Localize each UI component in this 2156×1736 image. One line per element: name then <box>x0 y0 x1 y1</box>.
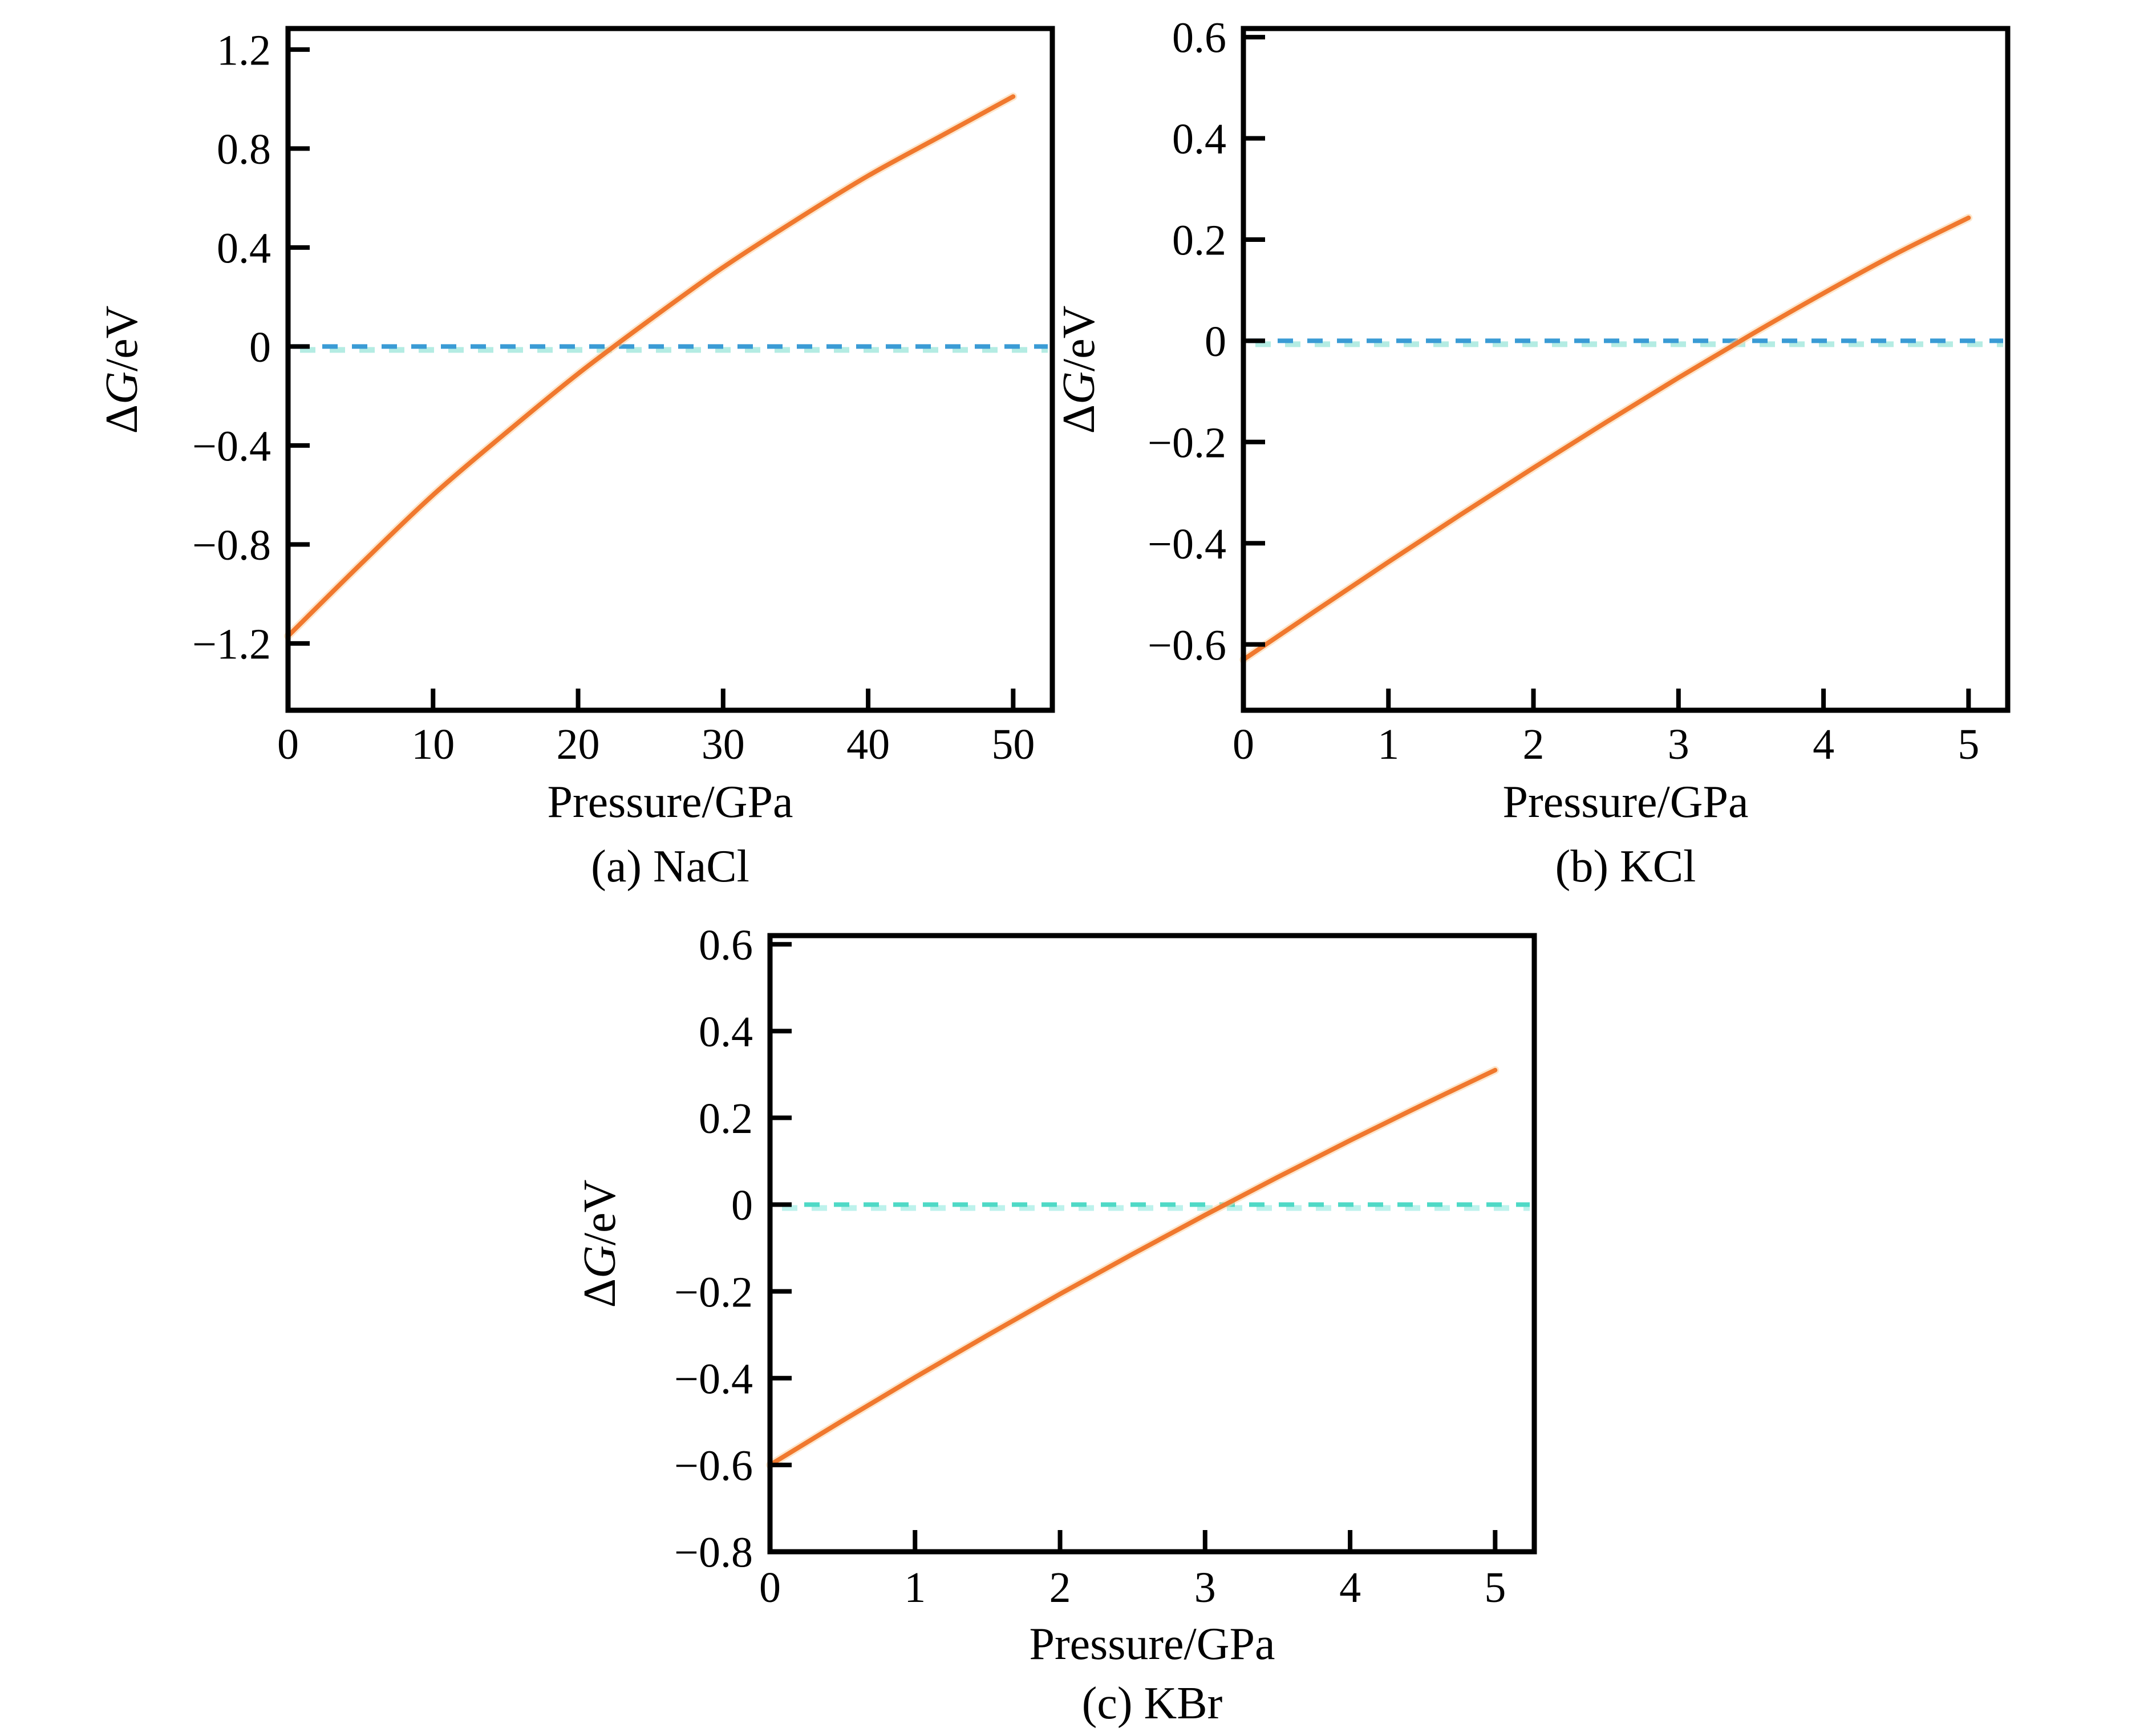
x-axis-label-c: Pressure/GPa <box>1029 1619 1275 1669</box>
y-tick-label: 0.4 <box>217 224 271 272</box>
x-tick-label: 1 <box>904 1564 926 1612</box>
dG-curve <box>286 94 1016 638</box>
dG-curve-halo <box>1239 213 1973 664</box>
y-tick-label: −0.4 <box>674 1355 753 1403</box>
y-tick-label: −0.6 <box>1148 621 1226 669</box>
y-tick-label: 0 <box>731 1181 753 1229</box>
x-tick-label: 2 <box>1049 1564 1071 1612</box>
y-tick-label: −1.2 <box>192 620 271 668</box>
y-tick-label: −0.4 <box>1148 520 1226 568</box>
x-tick-label: 4 <box>1813 721 1834 768</box>
y-tick-label: 0.2 <box>699 1095 753 1143</box>
x-tick-label: 3 <box>1668 721 1689 768</box>
y-tick-label: 0 <box>249 323 271 371</box>
y-tick-label: 0 <box>1205 318 1226 366</box>
x-tick-label: 1 <box>1377 721 1399 768</box>
y-tick-label: 0.6 <box>1172 14 1226 62</box>
y-tick-label: 1.2 <box>217 26 271 74</box>
x-tick-label: 0 <box>759 1564 781 1612</box>
y-tick-label: 0.4 <box>1172 115 1226 163</box>
y-tick-label: 0.2 <box>1172 217 1226 265</box>
y-tick-label: 0.6 <box>699 921 753 969</box>
dG-curve <box>768 1067 1498 1467</box>
x-tick-label: 5 <box>1958 721 1979 768</box>
x-axis-label-b: Pressure/GPa <box>1502 777 1748 827</box>
caption-b: (b) KCl <box>1555 841 1696 892</box>
x-tick-label: 20 <box>557 721 600 768</box>
y-tick-label: 0.8 <box>217 126 271 173</box>
y-tick-label: −0.2 <box>674 1268 753 1316</box>
x-tick-label: 4 <box>1339 1564 1361 1612</box>
y-tick-label: −0.4 <box>192 422 271 470</box>
x-axis-label-a: Pressure/GPa <box>547 777 793 827</box>
x-tick-label: 2 <box>1523 721 1545 768</box>
panel-c-kbr-plot: 0.60.40.20−0.2−0.4−0.6−0.80 1 2 3 4 5 <box>674 921 1537 1612</box>
x-tick-label: 50 <box>991 721 1035 768</box>
axis-box <box>1241 26 2011 713</box>
panel-b-kcl-plot: 0.6 0.4 0.2 0 −0.2 −0.4 −0.6 0 1 2 3 4 5 <box>1148 14 2011 768</box>
caption-a: (a) NaCl <box>591 841 749 892</box>
x-tick-label: 0 <box>1233 721 1254 768</box>
caption-c: (c) KBr <box>1082 1678 1223 1729</box>
axis-box <box>767 933 1537 1555</box>
x-tick-label: 5 <box>1484 1564 1506 1612</box>
x-tick-label: 10 <box>411 721 455 768</box>
y-tick-label: −0.6 <box>674 1442 753 1490</box>
x-tick-label: 3 <box>1194 1564 1216 1612</box>
dG-curve-halo <box>766 1066 1500 1469</box>
axis-box <box>285 26 1055 713</box>
y-tick-label: −0.8 <box>674 1529 753 1577</box>
y-tick-label: −0.8 <box>192 521 271 569</box>
y-axis-label-c: ΔG/eV <box>575 1180 625 1308</box>
x-tick-label: 40 <box>846 721 890 768</box>
y-axis-label-a: ΔG/eV <box>97 306 147 434</box>
y-axis-label-b: ΔG/eV <box>1054 306 1104 434</box>
x-tick-label: 0 <box>277 721 299 768</box>
panel-a-nacl-plot: 1.2 0.8 0.4 0 −0.4 −0.8 −1.2 0 10 20 30 40 50 <box>192 26 1055 768</box>
x-tick-label: 30 <box>702 721 745 768</box>
y-tick-label: −0.2 <box>1148 419 1226 467</box>
dG-curve-halo <box>284 92 1018 640</box>
y-tick-label: 0.4 <box>699 1008 753 1056</box>
dG-curve <box>1241 215 1971 662</box>
